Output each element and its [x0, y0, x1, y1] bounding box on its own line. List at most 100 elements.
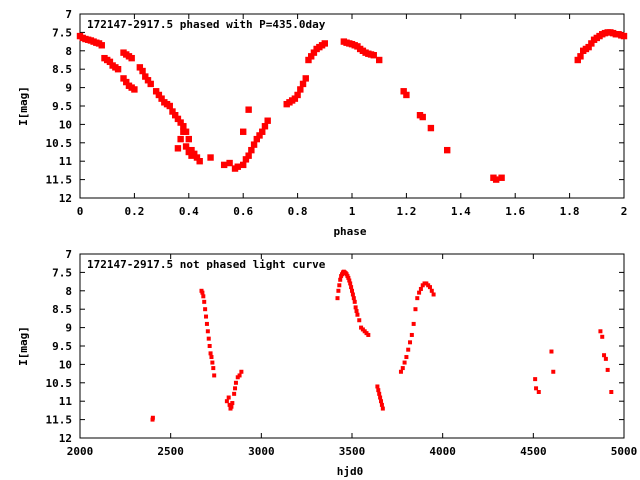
data-point: [136, 64, 144, 71]
y-tick-label: 12: [59, 432, 72, 445]
data-point: [379, 402, 384, 407]
data-point: [253, 135, 260, 143]
data-point: [229, 404, 234, 409]
data-point: [338, 277, 343, 282]
y-tick-label: 7: [65, 8, 72, 21]
data-point: [302, 75, 309, 82]
x-tick-label: 0.4: [179, 205, 199, 218]
data-point: [600, 334, 605, 339]
data-point: [350, 288, 354, 293]
data-point: [377, 391, 382, 396]
data-point: [577, 53, 584, 60]
data-point: [233, 386, 238, 391]
data-point: [240, 161, 247, 169]
data-point: [357, 318, 362, 323]
data-point: [297, 86, 304, 93]
data-point: [376, 388, 381, 393]
y-tick-label: 9.5: [52, 100, 72, 113]
y-tick-label: 7.5: [52, 266, 72, 279]
data-point: [114, 66, 122, 73]
data-point: [335, 296, 340, 301]
data-point: [415, 296, 420, 301]
data-point: [299, 80, 307, 88]
y-tick-label: 8: [65, 285, 72, 298]
y-tick-label: 7: [65, 248, 72, 261]
data-point: [308, 53, 315, 60]
data-point: [204, 314, 209, 319]
data-point: [404, 355, 409, 360]
data-points: [150, 269, 614, 422]
x-axis-title: phase: [333, 225, 366, 238]
data-point: [417, 290, 422, 295]
data-point: [120, 75, 127, 82]
data-point: [533, 377, 538, 382]
data-point: [172, 112, 179, 119]
data-point: [200, 290, 205, 295]
y-tick-label: 10: [59, 358, 72, 371]
data-point: [603, 356, 608, 361]
data-point: [230, 401, 235, 406]
data-point: [355, 312, 360, 317]
data-point: [585, 43, 592, 51]
data-point: [131, 86, 138, 93]
data-point: [185, 148, 192, 156]
data-point: [142, 73, 149, 80]
data-point: [240, 128, 247, 135]
data-point: [413, 307, 418, 312]
data-point: [409, 332, 414, 337]
data-points: [76, 29, 628, 183]
data-point: [180, 123, 187, 130]
data-point: [250, 141, 258, 148]
x-tick-label: 1.6: [505, 205, 525, 218]
data-point: [208, 351, 213, 356]
data-point: [245, 106, 252, 113]
data-point: [139, 67, 146, 75]
data-point: [444, 146, 451, 154]
data-point: [209, 355, 214, 360]
data-point: [366, 332, 371, 337]
data-point: [305, 56, 312, 64]
x-tick-label: 0: [77, 205, 84, 218]
data-point: [207, 154, 214, 161]
unphased-light-curve-panel: 172147-2917.5 not phased light curve hjd…: [17, 248, 637, 478]
data-point: [220, 161, 228, 169]
data-point: [609, 390, 614, 394]
data-point: [400, 366, 405, 371]
y-tick-label: 10.5: [46, 377, 73, 390]
x-tick-label: 1.2: [396, 205, 416, 218]
data-point: [379, 399, 384, 404]
x-tick-label: 0.6: [233, 205, 253, 218]
data-point: [206, 336, 211, 341]
y-tick-label: 9: [65, 322, 72, 335]
y-axis-title: I[mag]: [17, 326, 30, 366]
data-point: [193, 154, 201, 161]
y-tick-label: 9: [65, 82, 72, 95]
data-point: [211, 366, 216, 371]
data-point: [245, 152, 252, 159]
data-point: [310, 49, 318, 56]
axis-ticks: 0 0.2 0.4 0.6 0.8 1 1.2 1.4 1.6 1.8 2 7 7.5 8 8.5 9 9.5 1…: [46, 8, 628, 218]
data-point: [180, 128, 187, 135]
x-tick-label: 4000: [429, 445, 456, 458]
data-point: [202, 299, 207, 304]
axis-ticks: 2000 2500 3000 3500 4000 4500 5000 7 7.5 8 8.5 9 9.5…: [46, 248, 638, 458]
data-point: [188, 152, 195, 159]
data-point: [431, 292, 436, 297]
data-point: [201, 294, 206, 299]
data-point: [169, 108, 176, 115]
data-point: [605, 367, 610, 372]
y-tick-label: 8.5: [52, 303, 72, 316]
y-axis-title: I[mag]: [17, 86, 30, 126]
data-point: [150, 415, 155, 420]
data-point: [498, 174, 505, 181]
data-point: [174, 145, 182, 152]
data-point: [237, 373, 242, 378]
data-point: [370, 52, 377, 59]
x-tick-label: 4500: [520, 445, 547, 458]
data-point: [574, 56, 581, 64]
data-point: [203, 307, 208, 312]
data-point: [155, 91, 163, 99]
data-point: [259, 128, 266, 135]
data-point: [174, 115, 182, 123]
